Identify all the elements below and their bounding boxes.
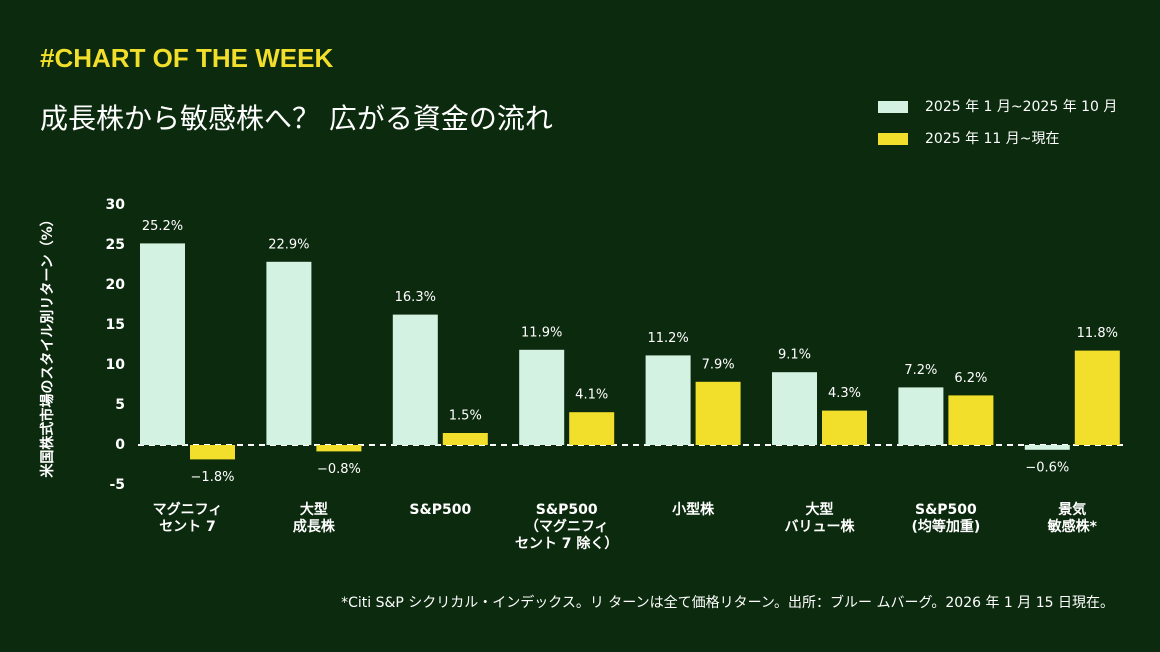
x-tick-label: 小型株 <box>672 501 715 518</box>
value-label: 22.9% <box>268 237 309 252</box>
value-label: 1.5% <box>449 409 482 424</box>
x-tick-label: S&P500 <box>409 502 471 518</box>
y-tick-label: 30 <box>106 197 126 213</box>
bar <box>190 445 235 460</box>
y-axis-label: 米国株式市場のスタイル別リターン（%） <box>39 212 56 477</box>
legend-swatch <box>878 133 908 145</box>
value-label: 9.1% <box>778 348 811 363</box>
value-label: 11.2% <box>647 331 688 346</box>
x-tick-label: S&P500 （マグニフィセント 7 除く） <box>515 502 619 552</box>
x-tick-label: マグニフィセント 7 <box>153 501 223 535</box>
value-label: 4.3% <box>828 386 861 401</box>
y-tick-label: 0 <box>115 437 125 453</box>
bar <box>569 412 615 445</box>
value-label: 11.8% <box>1077 326 1118 341</box>
y-tick-label: 15 <box>106 317 125 333</box>
value-label: 4.1% <box>575 388 608 403</box>
value-label: −0.8% <box>317 462 361 477</box>
bar <box>1024 445 1070 450</box>
x-tick-label: 大型成長株 <box>293 501 336 535</box>
bar <box>316 445 362 452</box>
bar <box>898 387 944 445</box>
value-label: 16.3% <box>395 290 436 305</box>
bar <box>266 261 312 445</box>
legend-swatch <box>878 101 908 113</box>
value-label: 25.2% <box>142 219 183 234</box>
footnote: *Citi S&P シクリカル・インデックス。リ ターンは全て価格リターン。出所… <box>341 594 1114 611</box>
chart-title: 成長株から敏感株へ？ 広がる資金の流れ <box>40 102 553 135</box>
y-tick-label: -5 <box>109 477 125 493</box>
value-label: 11.9% <box>521 325 562 340</box>
bar <box>772 372 817 445</box>
bar <box>140 243 185 445</box>
bar <box>948 395 994 445</box>
y-tick-label: 10 <box>106 357 126 373</box>
value-label: 7.9% <box>702 357 735 372</box>
bar <box>695 381 741 445</box>
bar <box>645 355 691 445</box>
y-tick-label: 25 <box>106 237 125 253</box>
tag: #CHART OF THE WEEK <box>40 43 333 73</box>
legend-label: 2025 年 1 月~2025 年 10 月 <box>925 99 1117 115</box>
x-tick-label: 景気敏感株* <box>1047 501 1098 535</box>
bar <box>519 349 565 445</box>
bar <box>392 314 438 445</box>
value-label: −1.8% <box>191 470 235 485</box>
x-tick-label: S&P500 (均等加重) <box>912 502 981 535</box>
x-tick-label: 大型バリュー株 <box>785 501 856 535</box>
y-tick-label: 5 <box>115 397 125 413</box>
value-label: 6.2% <box>954 371 987 386</box>
bar <box>822 410 867 445</box>
bar <box>442 433 488 445</box>
value-label: 7.2% <box>904 363 937 378</box>
bar <box>1074 350 1120 445</box>
y-tick-label: 20 <box>106 277 126 293</box>
legend-label: 2025 年 11 月~現在 <box>925 131 1060 147</box>
value-label: −0.6% <box>1025 460 1069 475</box>
